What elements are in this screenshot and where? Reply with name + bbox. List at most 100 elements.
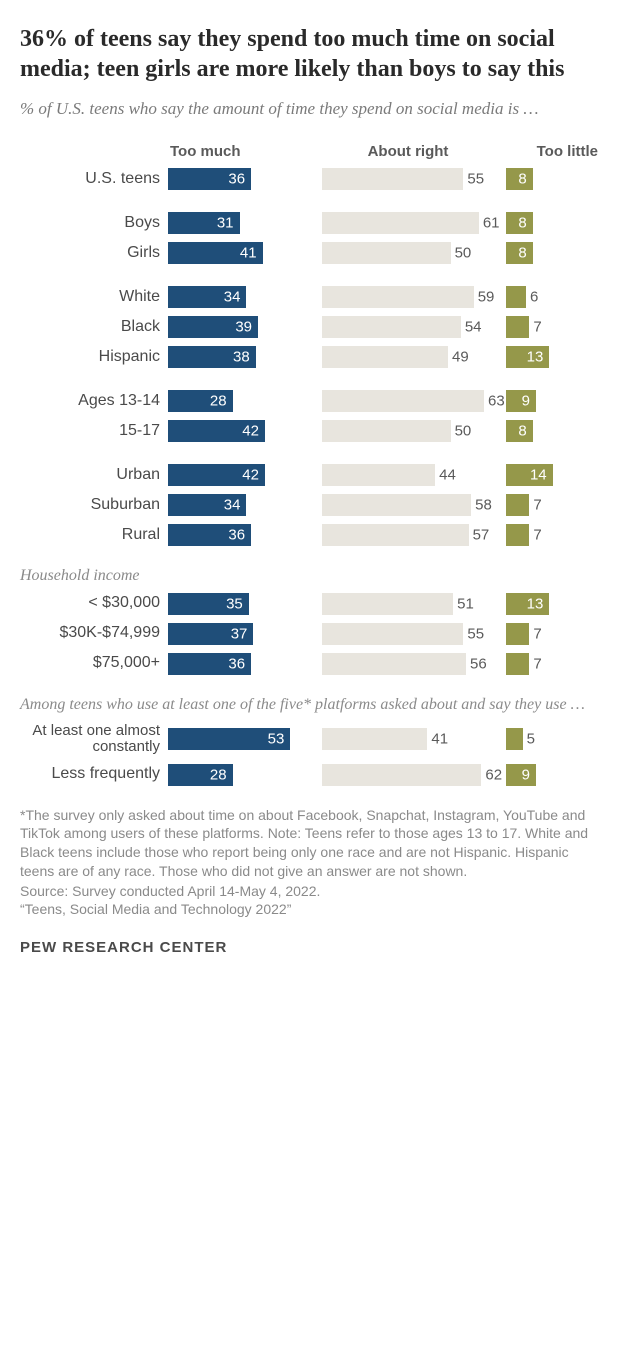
header-too-much: Too much [168,143,318,160]
bar-value: 56 [470,655,487,672]
bar-wrap-about-right: 49 [322,346,502,368]
bar-wrap-too-much: 36 [168,653,318,675]
group: Ages 13-142863915-1742508 [20,388,600,444]
bar-value: 50 [455,422,472,439]
bar-too-little: 8 [506,242,533,264]
row-label: U.S. teens [20,171,168,188]
bar-wrap-too-little: 8 [506,242,606,264]
bar-wrap-too-much: 35 [168,593,318,615]
bar-too-little: 9 [506,764,536,786]
bar-too-much: 38 [168,346,256,368]
bar-wrap-too-little: 6 [506,286,606,308]
row-label: At least one almost constantly [20,723,168,755]
bar-wrap-too-little: 5 [506,728,606,750]
bar-value: 41 [431,730,448,747]
bar-too-little: 8 [506,212,533,234]
bar-value: 7 [533,496,541,513]
data-row: Girls41508 [20,240,600,266]
row-label: Girls [20,245,168,262]
row-label: Black [20,319,168,336]
bar-wrap-too-much: 28 [168,764,318,786]
bar-wrap-about-right: 54 [322,316,502,338]
bar-value: 8 [518,422,526,439]
bar-wrap-too-much: 41 [168,242,318,264]
bar-value: 8 [518,244,526,261]
bar-wrap-about-right: 59 [322,286,502,308]
bar-too-little [506,494,529,516]
group-intro: Household income [20,566,600,587]
bars: 53 41 5 [168,728,606,750]
bar-too-much: 34 [168,494,246,516]
source-line: Source: Survey conducted April 14-May 4,… [20,883,600,899]
bar-wrap-too-much: 39 [168,316,318,338]
bar-value: 36 [228,655,245,672]
bar-value: 51 [457,595,474,612]
bar-value: 36 [228,170,245,187]
bar-wrap-too-much: 42 [168,464,318,486]
bar-about-right [322,623,463,645]
bar-too-little: 14 [506,464,553,486]
bar-value: 14 [530,466,547,483]
bars: 28639 [168,390,606,412]
row-label: Suburban [20,497,168,514]
bar-wrap-about-right: 56 [322,653,502,675]
data-row: White34 59 6 [20,284,600,310]
header-about-right: About right [318,143,498,160]
footnote: *The survey only asked about time on abo… [20,806,600,882]
bar-wrap-too-little: 14 [506,464,606,486]
bar-wrap-too-little: 9 [506,764,606,786]
bars: 42 50 8 [168,420,606,442]
group-intro: Among teens who use at least one of the … [20,695,600,716]
bar-about-right [322,653,466,675]
data-row: $75,000+36567 [20,651,600,677]
bars: 37557 [168,623,606,645]
bar-too-little: 13 [506,593,549,615]
row-label: White [20,289,168,306]
row-label: $30K-$74,999 [20,625,168,642]
group: Urban424414Suburban34587Rural36577 [20,462,600,548]
row-label: Urban [20,467,168,484]
bar-wrap-too-little: 13 [506,593,606,615]
bar-too-much: 39 [168,316,258,338]
bars: 41508 [168,242,606,264]
row-label: Ages 13-14 [20,393,168,410]
data-row: < $30,000355113 [20,591,600,617]
data-row: U.S. teens36558 [20,166,600,192]
bar-value: 7 [533,318,541,335]
bar-value: 55 [467,625,484,642]
bar-value: 5 [527,730,535,747]
bar-value: 34 [224,496,241,513]
bar-wrap-too-little: 8 [506,212,606,234]
bar-too-little: 9 [506,390,536,412]
bar-wrap-about-right: 55 [322,168,502,190]
bar-wrap-too-much: 38 [168,346,318,368]
bar-too-little [506,653,529,675]
bar-about-right [322,728,427,750]
report-title: “Teens, Social Media and Technology 2022… [20,901,600,917]
bar-too-little: 13 [506,346,549,368]
header-too-little: Too little [498,143,598,160]
bars: 36558 [168,168,606,190]
data-row: Ages 13-1428639 [20,388,600,414]
bar-too-little [506,623,529,645]
bar-value: 62 [485,766,502,783]
bar-value: 42 [242,422,259,439]
bar-wrap-about-right: 50 [322,420,502,442]
bar-wrap-about-right: 51 [322,593,502,615]
bar-wrap-too-little: 9 [506,390,606,412]
bars: 39 54 7 [168,316,606,338]
data-row: 15-1742508 [20,418,600,444]
bar-too-much: 35 [168,593,249,615]
bar-too-little: 8 [506,420,533,442]
data-row: $30K-$74,99937557 [20,621,600,647]
bar-too-much: 31 [168,212,240,234]
bar-too-much: 34 [168,286,246,308]
bar-wrap-too-little: 7 [506,494,606,516]
bar-about-right [322,286,474,308]
bar-wrap-about-right: 63 [322,390,502,412]
bar-value: 6 [530,288,538,305]
data-row: Boys31618 [20,210,600,236]
data-row: Less frequently28629 [20,762,600,788]
bar-value: 53 [268,730,285,747]
bars: 28 629 [168,764,606,786]
